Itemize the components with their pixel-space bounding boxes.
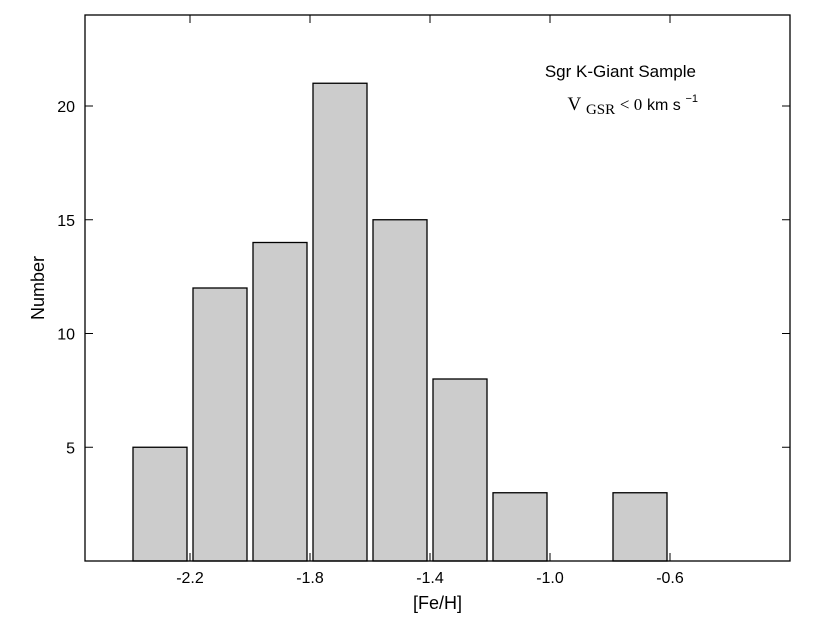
x-axis-title: [Fe/H] bbox=[413, 593, 462, 613]
velocity-exponent: −1 bbox=[685, 93, 698, 105]
histogram-bar bbox=[432, 378, 488, 562]
x-tick-label: -1.4 bbox=[416, 570, 444, 587]
velocity-prefix: V bbox=[567, 94, 581, 115]
histogram-bar bbox=[372, 219, 428, 562]
histogram-bar bbox=[612, 492, 668, 562]
x-tick-label: -0.6 bbox=[656, 570, 684, 587]
bars-layer bbox=[132, 82, 668, 562]
y-tick-label: 15 bbox=[57, 213, 75, 230]
velocity-annotation: V GSR < 0 km s −1 bbox=[567, 93, 698, 118]
ticks-layer: -2.2 -1.8 -1.4 -1.0 -0.6 5 10 15 20 bbox=[57, 15, 790, 587]
velocity-units: km s bbox=[647, 97, 681, 114]
velocity-subscript: GSR bbox=[586, 102, 615, 118]
histogram-bar bbox=[252, 241, 308, 562]
sample-annotation: Sgr K-Giant Sample bbox=[545, 62, 696, 81]
histogram-bar bbox=[312, 82, 368, 562]
plot-frame bbox=[84, 14, 791, 562]
y-tick-label: 20 bbox=[57, 99, 75, 116]
x-tick-label: -1.8 bbox=[296, 570, 324, 587]
histogram-bar bbox=[192, 287, 248, 562]
velocity-relation: < 0 bbox=[620, 95, 642, 114]
x-tick-label: -1.0 bbox=[536, 570, 564, 587]
histogram-bar bbox=[492, 492, 548, 562]
y-tick-label: 10 bbox=[57, 327, 75, 344]
x-tick-label: -2.2 bbox=[176, 570, 204, 587]
y-axis-title: Number bbox=[28, 256, 48, 320]
histogram-bar bbox=[132, 446, 188, 562]
y-tick-label: 5 bbox=[66, 440, 75, 457]
